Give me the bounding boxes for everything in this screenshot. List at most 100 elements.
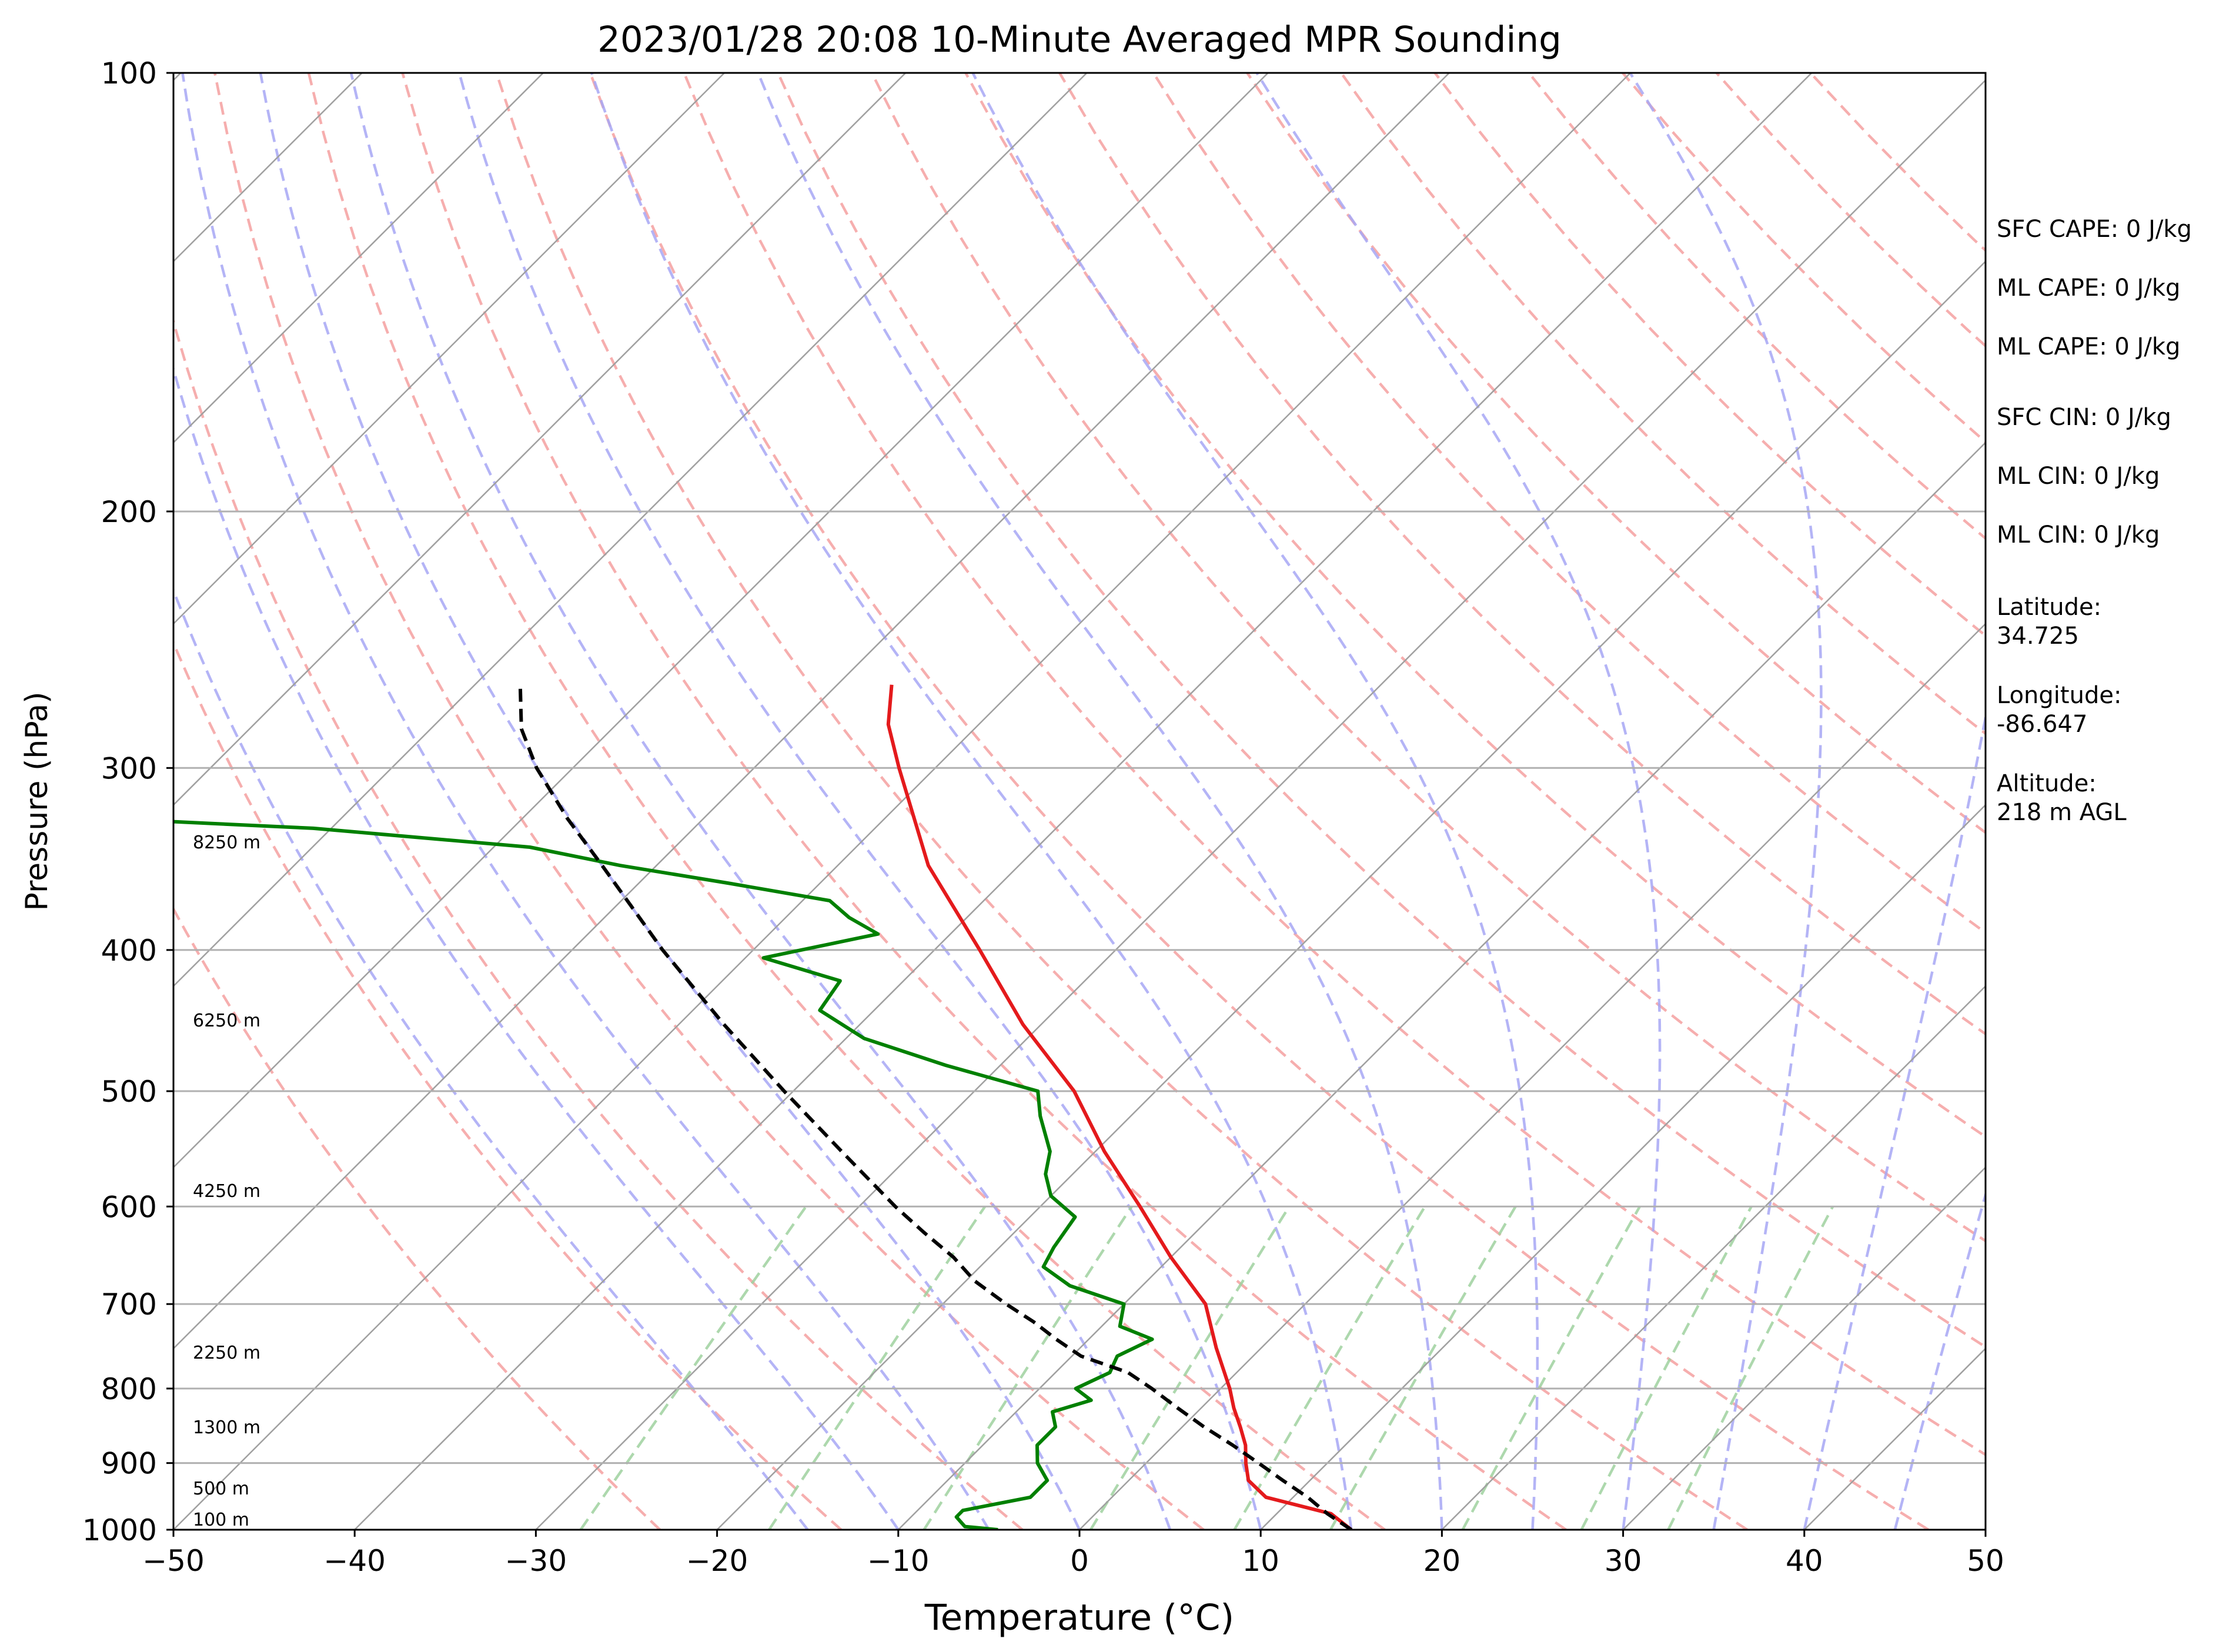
mixing-ratio-line — [579, 1205, 807, 1530]
dry-adiabat — [173, 316, 1024, 1530]
plot-frame — [172, 72, 1987, 1531]
parcel-line — [518, 684, 1352, 1530]
info-text: ML CAPE: 0 J/kg — [1997, 275, 2180, 302]
info-text: ML CIN: 0 J/kg — [1997, 463, 2160, 490]
info-text: 218 m AGL — [1997, 799, 2127, 826]
y-tick-label: 600 — [101, 1190, 157, 1224]
y-axis-ticks: 1000 900 800 700 600 500 400 300 200 100 — [82, 56, 173, 1547]
isotherm-line — [173, 73, 1088, 988]
info-text: -86.647 — [1997, 711, 2087, 738]
isotherm-line — [173, 73, 907, 806]
x-tick-label: 40 — [1786, 1544, 1823, 1578]
temperature-line — [886, 684, 1353, 1530]
mixing-ratio-line — [1461, 1206, 1641, 1530]
info-text: 34.725 — [1997, 623, 2079, 650]
y-tick-label: 100 — [101, 56, 157, 91]
mixing-ratio-line — [1580, 1206, 1753, 1530]
info-text: SFC CAPE: 0 J/kg — [1997, 216, 2192, 243]
y-tick-label: 900 — [101, 1447, 157, 1481]
moist-adiabat — [1629, 73, 1823, 1530]
info-text: ML CAPE: 0 J/kg — [1997, 333, 2180, 360]
dry-adiabat — [401, 73, 1567, 1530]
x-tick-label: 10 — [1242, 1544, 1279, 1578]
moist-adiabat — [1893, 1190, 1986, 1530]
moist-adiabat — [173, 587, 809, 1530]
x-tick-label: −50 — [142, 1544, 205, 1578]
isotherm-line — [173, 73, 725, 625]
dry-adiabat — [495, 73, 1748, 1530]
dry-adiabat — [870, 73, 1986, 1243]
height-label: 6250 m — [193, 1011, 260, 1031]
info-text: ML CIN: 0 J/kg — [1997, 521, 2160, 549]
grid-lines — [173, 73, 1986, 1530]
y-tick-label: 800 — [101, 1372, 157, 1406]
isotherm-line — [1079, 623, 1986, 1530]
isotherm-line — [354, 73, 1813, 1530]
x-tick-label: 50 — [1967, 1544, 2004, 1578]
dry-adiabat — [307, 73, 1386, 1530]
dry-adiabat — [173, 906, 661, 1530]
background-lines — [173, 73, 1986, 1530]
mixing-ratio-line — [1667, 1206, 1834, 1530]
x-tick-label: 20 — [1423, 1544, 1461, 1578]
x-tick-label: −30 — [505, 1544, 567, 1578]
info-text: Longitude: — [1997, 682, 2121, 709]
isotherm-line — [716, 260, 1986, 1530]
dry-adiabat — [213, 73, 1205, 1530]
x-axis-label: Temperature (°C) — [924, 1597, 1234, 1638]
mixing-ratio-line — [1233, 1206, 1426, 1530]
moist-adiabat — [457, 73, 1262, 1530]
y-tick-label: 1000 — [82, 1513, 157, 1547]
moist-adiabat — [1255, 73, 1662, 1530]
y-tick-label: 500 — [101, 1075, 157, 1109]
y-tick-label: 400 — [101, 934, 157, 968]
dry-adiabat — [777, 73, 1986, 1349]
dry-adiabat — [173, 639, 843, 1530]
moist-adiabat — [757, 73, 1443, 1530]
dry-adiabat — [1058, 73, 1986, 1036]
height-label: 8250 m — [193, 832, 260, 853]
x-tick-label: −20 — [686, 1544, 748, 1578]
chart-title: 2023/01/28 20:08 10-Minute Averaged MPR … — [597, 19, 1562, 61]
isotherm-line — [535, 79, 1986, 1530]
data-series — [173, 684, 1353, 1530]
isotherm-line — [1441, 985, 1986, 1530]
isotherm-line — [173, 73, 1631, 1530]
height-label: 4250 m — [193, 1181, 260, 1202]
y-axis-label: Pressure (hPa) — [19, 692, 55, 911]
moist-adiabat — [259, 73, 1081, 1530]
x-tick-label: 30 — [1605, 1544, 1642, 1578]
height-label: 2250 m — [193, 1343, 260, 1363]
y-tick-label: 700 — [101, 1288, 157, 1322]
isotherm-line — [1622, 1166, 1986, 1530]
info-panel: SFC CAPE: 0 J/kg ML CAPE: 0 J/kg ML CAPE: … — [1997, 216, 2192, 826]
dry-adiabat — [1246, 73, 1986, 834]
moist-adiabat — [1803, 710, 1986, 1530]
moist-adiabat — [590, 73, 1353, 1530]
info-text: Altitude: — [1997, 770, 2097, 797]
x-axis-ticks: −50 −40 −30 −20 −10 0 10 20 30 40 50 — [142, 1530, 2004, 1578]
dry-adiabat — [589, 73, 1930, 1530]
isotherm-line — [173, 73, 544, 444]
y-tick-label: 300 — [101, 751, 157, 785]
x-tick-label: −10 — [867, 1544, 930, 1578]
moist-adiabat — [349, 73, 1172, 1530]
moist-adiabat — [971, 73, 1539, 1530]
height-label: 1300 m — [193, 1417, 260, 1438]
info-text: Latitude: — [1997, 594, 2101, 621]
isotherm-line — [897, 442, 1986, 1530]
x-tick-label: 0 — [1070, 1544, 1089, 1578]
isotherm-line — [1260, 804, 1986, 1530]
dewpoint-line — [173, 820, 1154, 1530]
moist-adiabat — [173, 364, 900, 1530]
y-tick-label: 200 — [101, 495, 157, 529]
isotherm-line — [173, 73, 1450, 1350]
dry-adiabat — [683, 73, 1986, 1457]
x-tick-label: −40 — [323, 1544, 386, 1578]
height-labels: 100 m 500 m 1300 m 2250 m 4250 m 6250 m 8250 m — [193, 832, 260, 1530]
info-text: SFC CIN: 0 J/kg — [1997, 404, 2171, 431]
height-label: 100 m — [193, 1510, 249, 1530]
isotherm-line — [173, 73, 1269, 1169]
height-label: 500 m — [193, 1479, 249, 1499]
